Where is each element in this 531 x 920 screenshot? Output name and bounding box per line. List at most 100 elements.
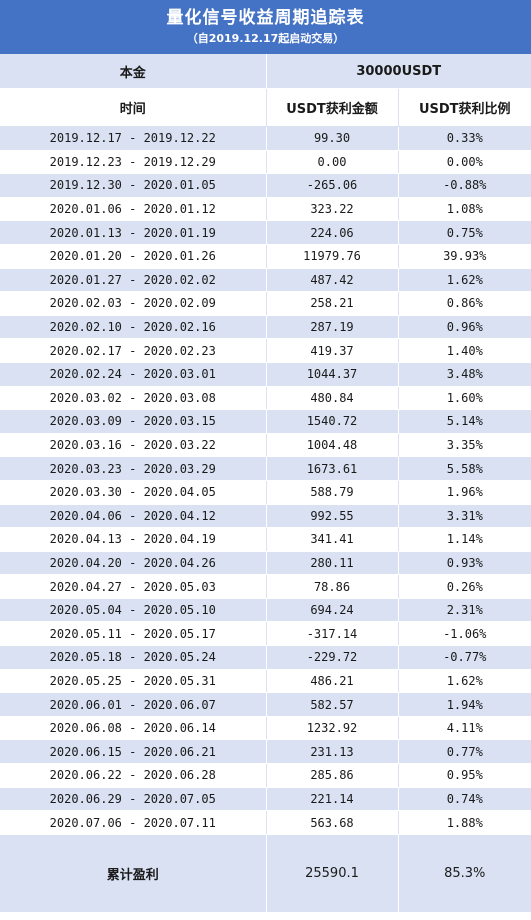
- table-row: 2020.03.16 - 2020.03.22 1004.48 3.35%: [0, 433, 531, 458]
- cell-amount: 1540.72: [266, 409, 399, 434]
- cell-period: 2020.05.11 - 2020.05.17: [0, 621, 267, 647]
- cell-amount: 480.84: [266, 386, 399, 411]
- column-header-amount: USDT获利金额: [266, 88, 399, 127]
- table-row: 2020.07.06 - 2020.07.11 563.68 1.88%: [0, 810, 531, 835]
- cell-period: 2020.06.29 - 2020.07.05: [0, 787, 267, 812]
- cell-period: 2020.04.06 - 2020.04.12: [0, 504, 267, 529]
- cell-amount: -229.72: [266, 645, 399, 670]
- table-row: 2020.04.27 - 2020.05.03 78.86 0.26%: [0, 574, 531, 599]
- cell-ratio: 1.94%: [398, 692, 531, 717]
- cell-period: 2020.03.02 - 2020.03.08: [0, 386, 267, 411]
- cell-ratio: 1.14%: [398, 527, 531, 552]
- total-label: 累计盈利: [0, 834, 267, 912]
- table-row: 2020.02.03 - 2020.02.09 258.21 0.86%: [0, 291, 531, 316]
- cell-ratio: 4.11%: [398, 716, 531, 741]
- cell-ratio: 0.74%: [398, 787, 531, 812]
- cell-ratio: 5.14%: [398, 409, 531, 434]
- cell-amount: -265.06: [266, 173, 399, 198]
- cell-ratio: 1.62%: [398, 268, 531, 293]
- principal-row: 本金 30000USDT: [0, 54, 531, 89]
- table-row: 2020.01.20 - 2020.01.26 11979.76 39.93%: [0, 244, 531, 269]
- cell-amount: 486.21: [266, 669, 399, 694]
- table-row: 2020.05.11 - 2020.05.17 -317.14 -1.06%: [0, 621, 531, 647]
- cell-period: 2020.04.27 - 2020.05.03: [0, 574, 267, 599]
- cell-amount: 11979.76: [266, 244, 399, 269]
- cell-ratio: 39.93%: [398, 244, 531, 269]
- total-row: 累计盈利 25590.1 85.3%: [0, 834, 531, 912]
- cell-ratio: -0.88%: [398, 173, 531, 198]
- table-row: 2020.01.27 - 2020.02.02 487.42 1.62%: [0, 268, 531, 293]
- table-row: 2019.12.23 - 2019.12.29 0.00 0.00%: [0, 150, 531, 175]
- table-row: 2020.02.17 - 2020.02.23 419.37 1.40%: [0, 338, 531, 363]
- table-row: 2020.06.15 - 2020.06.21 231.13 0.77%: [0, 739, 531, 765]
- cell-period: 2020.03.16 - 2020.03.22: [0, 433, 267, 458]
- sheet-title: 量化信号收益周期追踪表: [166, 8, 365, 28]
- cell-period: 2019.12.30 - 2020.01.05: [0, 173, 267, 198]
- table-row: 2020.06.01 - 2020.06.07 582.57 1.94%: [0, 692, 531, 717]
- table-row: 2020.06.22 - 2020.06.28 285.86 0.95%: [0, 763, 531, 788]
- cell-amount: 1044.37: [266, 362, 399, 387]
- cell-ratio: 5.58%: [398, 456, 531, 481]
- cell-ratio: 0.95%: [398, 763, 531, 788]
- cell-period: 2020.03.30 - 2020.04.05: [0, 480, 267, 505]
- cell-ratio: 0.77%: [398, 739, 531, 765]
- cell-amount: 258.21: [266, 291, 399, 316]
- cell-ratio: 1.60%: [398, 386, 531, 411]
- table-row: 2019.12.17 - 2019.12.22 99.30 0.33%: [0, 126, 531, 151]
- cell-amount: 341.41: [266, 527, 399, 552]
- cell-period: 2020.05.18 - 2020.05.24: [0, 645, 267, 670]
- cell-period: 2020.02.03 - 2020.02.09: [0, 291, 267, 316]
- cell-amount: 78.86: [266, 574, 399, 599]
- cell-amount: 992.55: [266, 504, 399, 529]
- table-body: 2019.12.17 - 2019.12.22 99.30 0.33% 2019.12…: [0, 126, 531, 835]
- cell-period: 2019.12.17 - 2019.12.22: [0, 126, 267, 151]
- cell-ratio: 0.86%: [398, 291, 531, 316]
- cell-ratio: 1.40%: [398, 338, 531, 363]
- cell-period: 2020.01.20 - 2020.01.26: [0, 244, 267, 269]
- cell-amount: 221.14: [266, 787, 399, 812]
- cell-amount: 1232.92: [266, 716, 399, 741]
- cell-ratio: 0.33%: [398, 126, 531, 151]
- table-row: 2020.05.18 - 2020.05.24 -229.72 -0.77%: [0, 645, 531, 670]
- cell-period: 2020.02.24 - 2020.03.01: [0, 362, 267, 387]
- table-row: 2020.06.08 - 2020.06.14 1232.92 4.11%: [0, 716, 531, 741]
- cell-amount: 1673.61: [266, 456, 399, 481]
- cell-period: 2020.03.23 - 2020.03.29: [0, 456, 267, 481]
- table-row: 2020.04.20 - 2020.04.26 280.11 0.93%: [0, 551, 531, 576]
- cell-amount: 285.86: [266, 763, 399, 788]
- cell-amount: 582.57: [266, 692, 399, 717]
- principal-value: 30000USDT: [266, 54, 531, 89]
- cell-amount: 563.68: [266, 810, 399, 835]
- returns-table: 本金 30000USDT 时间 USDT获利金额 USDT获利比例 2019.1…: [0, 54, 531, 912]
- table-row: 2020.05.04 - 2020.05.10 694.24 2.31%: [0, 598, 531, 623]
- cell-period: 2020.01.13 - 2020.01.19: [0, 220, 267, 245]
- cell-amount: 280.11: [266, 551, 399, 576]
- cell-amount: 224.06: [266, 220, 399, 245]
- table-row: 2020.05.25 - 2020.05.31 486.21 1.62%: [0, 669, 531, 694]
- principal-label: 本金: [0, 54, 267, 89]
- table-row: 2019.12.30 - 2020.01.05 -265.06 -0.88%: [0, 173, 531, 198]
- cell-ratio: -1.06%: [398, 621, 531, 647]
- table-row: 2020.02.10 - 2020.02.16 287.19 0.96%: [0, 315, 531, 340]
- cell-ratio: 1.96%: [398, 480, 531, 505]
- cell-ratio: 2.31%: [398, 598, 531, 623]
- cell-period: 2020.02.10 - 2020.02.16: [0, 315, 267, 340]
- cell-period: 2020.06.15 - 2020.06.21: [0, 739, 267, 765]
- cell-ratio: 1.88%: [398, 810, 531, 835]
- cell-amount: 487.42: [266, 268, 399, 293]
- cell-period: 2020.05.25 - 2020.05.31: [0, 669, 267, 694]
- cell-period: 2020.03.09 - 2020.03.15: [0, 409, 267, 434]
- cell-period: 2020.06.01 - 2020.06.07: [0, 692, 267, 717]
- cell-period: 2020.01.06 - 2020.01.12: [0, 197, 267, 222]
- cell-amount: 287.19: [266, 315, 399, 340]
- table-row: 2020.04.13 - 2020.04.19 341.41 1.14%: [0, 527, 531, 552]
- table-row: 2020.01.13 - 2020.01.19 224.06 0.75%: [0, 220, 531, 245]
- cell-amount: 0.00: [266, 150, 399, 175]
- cell-period: 2020.02.17 - 2020.02.23: [0, 338, 267, 363]
- cell-ratio: 0.75%: [398, 220, 531, 245]
- table-row: 2020.06.29 - 2020.07.05 221.14 0.74%: [0, 787, 531, 812]
- cell-period: 2020.07.06 - 2020.07.11: [0, 810, 267, 835]
- table-row: 2020.03.09 - 2020.03.15 1540.72 5.14%: [0, 409, 531, 434]
- cell-ratio: 3.31%: [398, 504, 531, 529]
- table-row: 2020.01.06 - 2020.01.12 323.22 1.08%: [0, 197, 531, 222]
